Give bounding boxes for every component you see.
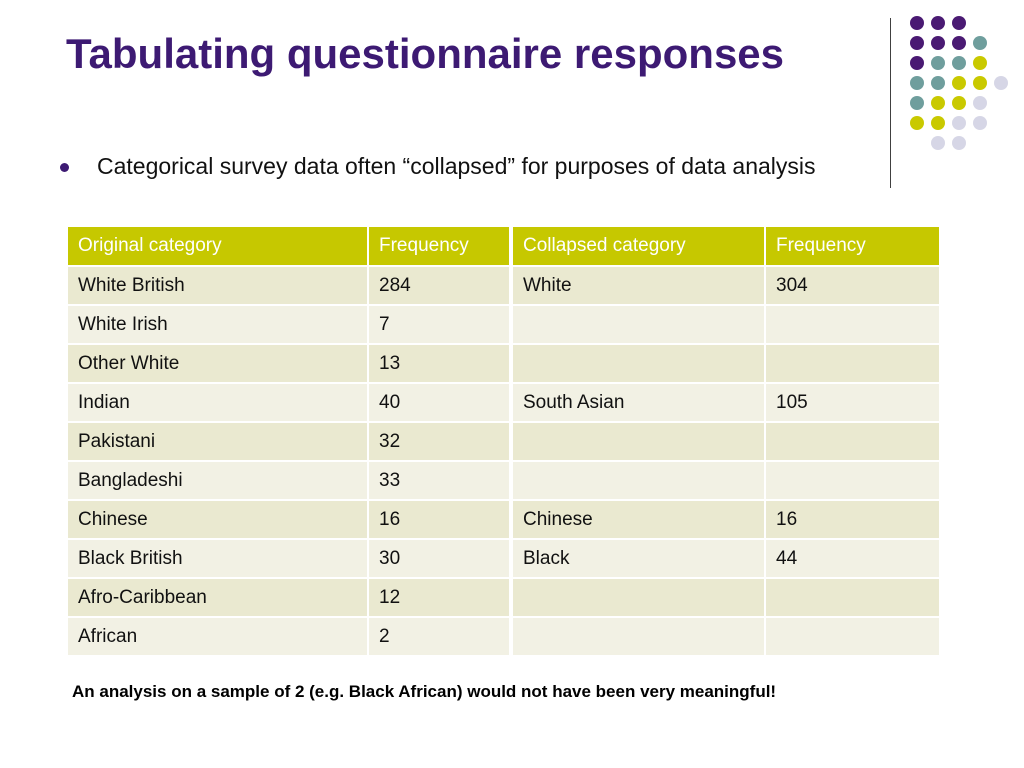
collapsed-category-cell (509, 422, 765, 462)
header-original-category: Original category (68, 227, 368, 267)
decorative-dot (952, 76, 966, 90)
decorative-dot (931, 76, 945, 90)
bullet-text: Categorical survey data often “collapsed… (97, 153, 816, 179)
frequency-cell: 30 (367, 539, 511, 579)
collapsed-frequency-cell (764, 305, 939, 345)
table-row: African 2 (68, 617, 939, 657)
decorative-dot (952, 36, 966, 50)
collapsed-frequency-cell (764, 344, 939, 384)
frequency-cell: 32 (367, 422, 511, 462)
decorative-dot (931, 36, 945, 50)
decorative-dot (952, 56, 966, 70)
header-collapsed-frequency: Frequency (764, 227, 939, 267)
decorative-dot (952, 16, 966, 30)
decorative-dot (931, 56, 945, 70)
frequency-cell: 2 (367, 617, 511, 657)
bullet-icon (60, 163, 69, 172)
frequency-cell: 12 (367, 578, 511, 618)
collapsed-frequency-cell: 105 (764, 383, 939, 423)
frequency-cell: 33 (367, 461, 511, 501)
collapsed-category-cell (509, 305, 765, 345)
collapsed-category-cell: Chinese (509, 500, 765, 540)
original-category-cell: Pakistani (68, 422, 368, 462)
collapsed-category-cell (509, 617, 765, 657)
collapsed-frequency-cell (764, 422, 939, 462)
divider-line (890, 18, 891, 188)
decorative-dot (931, 16, 945, 30)
original-category-cell: White British (68, 266, 368, 306)
original-category-cell: Chinese (68, 500, 368, 540)
decorative-dot (910, 16, 924, 30)
decorative-dot (910, 56, 924, 70)
decorative-dot (910, 116, 924, 130)
original-category-cell: Black British (68, 539, 368, 579)
table-row: Other White 13 (68, 344, 939, 384)
collapsed-frequency-cell (764, 578, 939, 618)
original-category-cell: White Irish (68, 305, 368, 345)
table-row: White British 284 White 304 (68, 266, 939, 306)
collapsed-category-cell: South Asian (509, 383, 765, 423)
decorative-dot (931, 136, 945, 150)
decorative-dot (973, 36, 987, 50)
decorative-dot (952, 96, 966, 110)
decorative-dot (910, 36, 924, 50)
original-category-cell: Bangladeshi (68, 461, 368, 501)
decorative-dot (973, 116, 987, 130)
table-row: Chinese 16 Chinese 16 (68, 500, 939, 540)
table-row: Bangladeshi 33 (68, 461, 939, 501)
collapsed-frequency-cell: 304 (764, 266, 939, 306)
original-category-cell: Indian (68, 383, 368, 423)
frequency-cell: 13 (367, 344, 511, 384)
decorative-dot (973, 76, 987, 90)
table-row: Black British 30 Black 44 (68, 539, 939, 579)
original-category-cell: Afro-Caribbean (68, 578, 368, 618)
table-row: Indian 40 South Asian 105 (68, 383, 939, 423)
collapsed-frequency-cell: 44 (764, 539, 939, 579)
decorative-dot (952, 116, 966, 130)
footnote: An analysis on a sample of 2 (e.g. Black… (72, 682, 777, 701)
frequency-cell: 284 (367, 266, 511, 306)
collapsed-category-cell (509, 461, 765, 501)
collapsed-category-cell: White (509, 266, 765, 306)
collapsed-category-cell (509, 578, 765, 618)
category-table: Original category Frequency Collapsed ca… (68, 227, 939, 657)
table-row: Afro-Caribbean 12 (68, 578, 939, 618)
table-row: White Irish 7 (68, 305, 939, 345)
collapsed-frequency-cell (764, 617, 939, 657)
collapsed-category-cell: Black (509, 539, 765, 579)
collapsed-category-cell (509, 344, 765, 384)
header-collapsed-category: Collapsed category (509, 227, 765, 267)
collapsed-frequency-cell (764, 461, 939, 501)
decorative-dot (931, 96, 945, 110)
decorative-dot (973, 96, 987, 110)
slide-title: Tabulating questionnaire responses (66, 30, 785, 77)
decorative-dot (973, 56, 987, 70)
decorative-dot (910, 96, 924, 110)
table-header-row: Original category Frequency Collapsed ca… (68, 227, 939, 267)
frequency-cell: 16 (367, 500, 511, 540)
header-frequency: Frequency (367, 227, 511, 267)
decorative-dot (952, 136, 966, 150)
decorative-dot (994, 76, 1008, 90)
table-row: Pakistani 32 (68, 422, 939, 462)
collapsed-frequency-cell: 16 (764, 500, 939, 540)
decorative-dot (931, 116, 945, 130)
frequency-cell: 7 (367, 305, 511, 345)
decorative-dot (910, 76, 924, 90)
original-category-cell: Other White (68, 344, 368, 384)
original-category-cell: African (68, 617, 368, 657)
frequency-cell: 40 (367, 383, 511, 423)
